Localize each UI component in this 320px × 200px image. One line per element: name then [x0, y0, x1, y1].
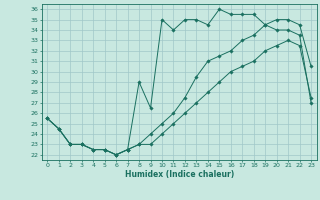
X-axis label: Humidex (Indice chaleur): Humidex (Indice chaleur) — [124, 170, 234, 179]
